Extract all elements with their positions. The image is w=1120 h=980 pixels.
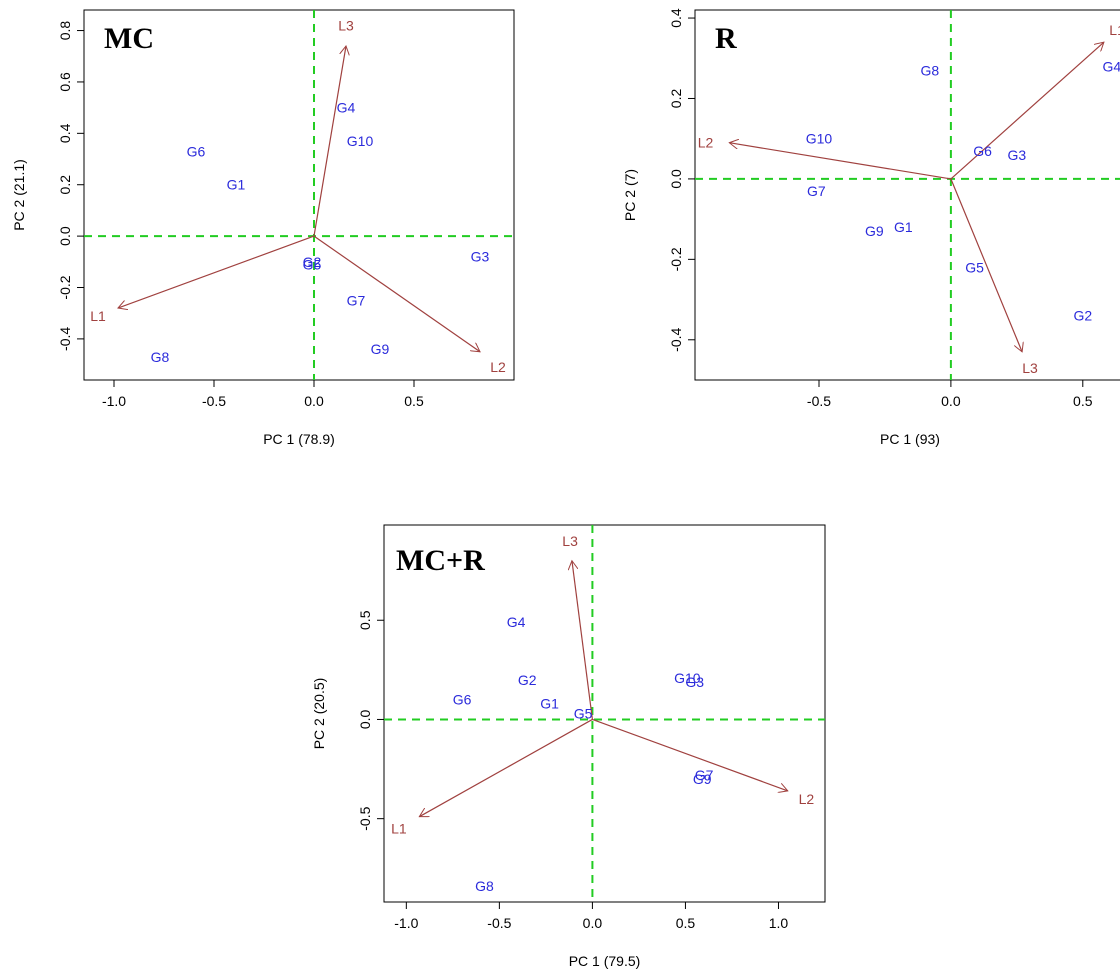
plot-frame (84, 10, 514, 380)
genotype-label-g8: G8 (920, 62, 939, 78)
x-axis-label: PC 1 (93) (880, 431, 940, 447)
x-tick-label: 0.5 (404, 393, 424, 409)
vector-label-l2: L2 (799, 791, 815, 807)
biplot-panel-1: -1.0 -0.5 0.0 0.5 -0.4 -0.2 0.0 0.2 0.4 0.6 0.8 PC … (11, 10, 514, 447)
x-tick-label: 0.0 (941, 393, 961, 409)
genotype-label-g10: G10 (674, 670, 701, 686)
genotype-label-g9: G9 (371, 341, 390, 357)
genotype-label-g1: G1 (540, 696, 559, 712)
genotype-label-g7: G7 (347, 292, 366, 308)
panel-title: MC+R (396, 544, 485, 577)
genotype-label-g9: G9 (865, 223, 884, 239)
x-axis-label: PC 1 (78.9) (263, 431, 335, 447)
genotype-label-g4: G4 (337, 100, 356, 116)
y-tick-label: 0.0 (357, 710, 373, 730)
y-tick-label: 0.2 (668, 89, 684, 109)
genotype-label-g3: G3 (471, 249, 490, 265)
x-axis-label: PC 1 (79.5) (569, 953, 641, 969)
genotype-label-g6: G6 (187, 143, 206, 159)
vector-arrow-l3 (314, 46, 346, 236)
y-tick-label: 0.6 (57, 72, 73, 92)
y-tick-label: 0.4 (57, 123, 73, 143)
genotype-label-g2: G2 (518, 672, 537, 688)
plot-frame (695, 10, 1120, 380)
vector-label-l1: L1 (1109, 22, 1120, 38)
genotype-label-g5: G5 (574, 706, 593, 722)
genotype-label-g6: G6 (453, 692, 472, 708)
genotype-label-g8: G8 (475, 878, 494, 894)
y-tick-label: -0.4 (57, 327, 73, 351)
y-tick-label: -0.2 (668, 247, 684, 271)
x-tick-label: -1.0 (394, 915, 418, 931)
plot-frame (384, 525, 825, 902)
y-tick-label: -0.2 (57, 275, 73, 299)
x-tick-label: -1.0 (102, 393, 126, 409)
genotype-label-g9: G9 (693, 771, 712, 787)
biplot-panel-2: -0.5 0.0 0.5 -0.4 -0.2 0.0 0.2 0.4 PC 1 (93) PC 2… (622, 8, 1120, 447)
vector-label-l3: L3 (1022, 360, 1038, 376)
vector-arrow-l3 (572, 561, 592, 720)
vector-arrow-l3 (951, 179, 1022, 352)
panel-title: R (715, 22, 737, 55)
x-tick-label: -0.5 (202, 393, 226, 409)
biplot-panel-3: -1.0 -0.5 0.0 0.5 1.0 -0.5 0.0 0.5 PC 1 (79.5) PC… (311, 525, 825, 969)
genotype-label-g4: G4 (1102, 58, 1120, 74)
y-axis-label: PC 2 (20.5) (311, 678, 327, 750)
vector-arrow-l2 (314, 236, 480, 352)
genotype-label-g8: G8 (151, 349, 170, 365)
vector-arrow-l1 (118, 236, 314, 308)
x-tick-label: 0.0 (583, 915, 603, 931)
y-tick-label: 0.0 (668, 169, 684, 189)
genotype-label-g7: G7 (807, 183, 826, 199)
genotype-label-g1: G1 (227, 177, 246, 193)
vector-arrow-l2 (729, 143, 951, 179)
genotype-label-g3: G3 (1007, 147, 1026, 163)
x-tick-label: 1.0 (769, 915, 789, 931)
genotype-label-g5: G5 (303, 256, 322, 272)
genotype-label-g6: G6 (973, 143, 992, 159)
vector-arrow-l2 (592, 719, 787, 790)
y-tick-label: 0.8 (57, 21, 73, 41)
vector-label-l2: L2 (490, 359, 506, 375)
x-tick-label: -0.5 (807, 393, 831, 409)
genotype-label-g2: G2 (1073, 308, 1092, 324)
vector-label-l2: L2 (698, 135, 714, 151)
y-tick-label: 0.2 (57, 175, 73, 195)
y-tick-label: -0.4 (668, 328, 684, 352)
genotype-label-g4: G4 (507, 614, 526, 630)
genotype-label-g10: G10 (347, 133, 374, 149)
y-tick-label: 0.5 (357, 610, 373, 630)
genotype-label-g5: G5 (965, 259, 984, 275)
genotype-label-g1: G1 (894, 219, 913, 235)
vector-label-l1: L1 (90, 308, 106, 324)
y-axis-label: PC 2 (21.1) (11, 159, 27, 231)
genotype-label-g10: G10 (806, 131, 833, 147)
x-tick-label: 0.0 (304, 393, 324, 409)
panel-title: MC (104, 22, 154, 55)
y-tick-label: -0.5 (357, 806, 373, 830)
y-tick-label: 0.4 (668, 8, 684, 28)
vector-arrow-l1 (419, 719, 592, 816)
x-tick-label: 0.5 (1073, 393, 1093, 409)
vector-label-l3: L3 (338, 17, 354, 33)
y-axis-label: PC 2 (7) (622, 169, 638, 221)
x-tick-label: 0.5 (676, 915, 696, 931)
vector-label-l1: L1 (391, 821, 407, 837)
vector-label-l3: L3 (562, 533, 578, 549)
y-tick-label: 0.0 (57, 226, 73, 246)
x-tick-label: -0.5 (487, 915, 511, 931)
